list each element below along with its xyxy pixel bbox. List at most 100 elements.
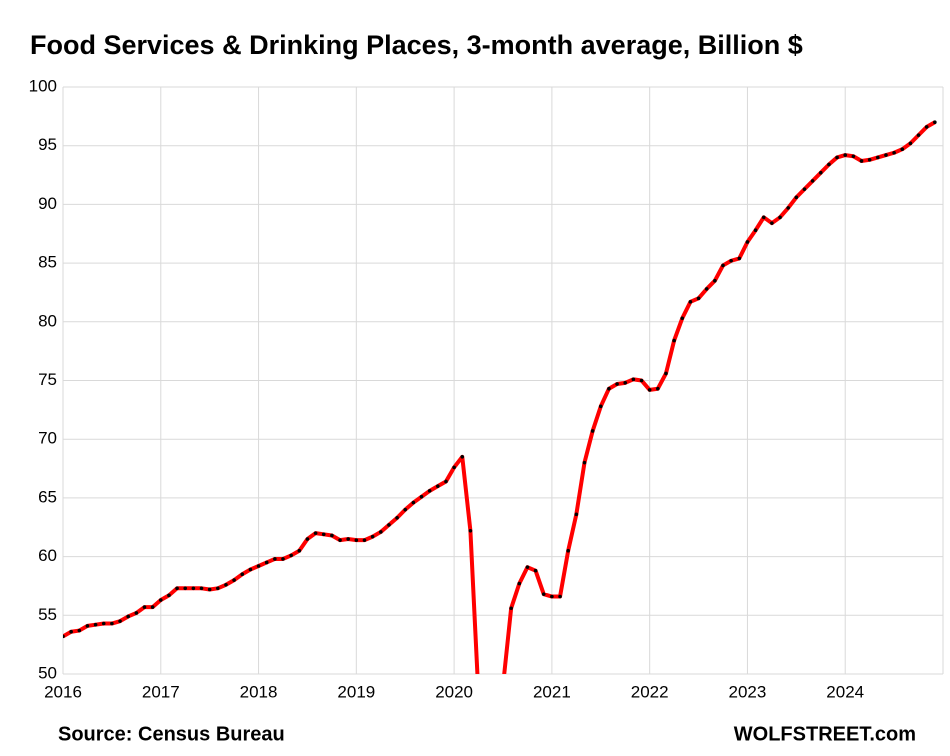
data-point [859, 159, 864, 163]
data-point [680, 316, 685, 321]
data-point [615, 382, 619, 386]
data-point [525, 565, 530, 569]
data-point [362, 538, 367, 542]
data-point [126, 614, 130, 619]
data-point [378, 530, 383, 534]
data-point [908, 141, 913, 146]
data-point [713, 278, 717, 283]
data-point [175, 586, 179, 591]
data-point [696, 296, 701, 301]
data-point [297, 548, 302, 553]
data-point [281, 557, 285, 561]
data-point [892, 150, 896, 155]
data-point [191, 586, 196, 591]
data-point [656, 386, 660, 391]
data-point [558, 594, 562, 599]
y-tick-label: 65 [38, 487, 57, 506]
data-point [395, 516, 399, 520]
data-point [721, 263, 725, 268]
data-point [851, 154, 856, 159]
data-point [843, 153, 848, 157]
data-point [737, 256, 742, 261]
data-point [216, 586, 220, 591]
data-point [63, 634, 65, 639]
data-point [69, 629, 73, 634]
data-point [387, 523, 391, 527]
data-point [533, 568, 538, 573]
y-tick-label: 100 [29, 76, 57, 95]
data-point [704, 287, 709, 291]
data-point [142, 605, 147, 609]
data-point [427, 489, 432, 493]
data-point [338, 538, 342, 542]
data-point [93, 622, 98, 627]
data-point [264, 560, 269, 565]
x-tick-label: 2018 [240, 682, 278, 701]
x-tick-label: 2017 [142, 682, 180, 701]
chart-title: Food Services & Drinking Places, 3-month… [30, 30, 803, 60]
data-point [158, 598, 163, 602]
data-point [916, 133, 921, 137]
y-tick-label: 60 [38, 546, 57, 565]
data-point [313, 531, 318, 535]
data-point [753, 228, 758, 233]
data-point [199, 586, 204, 591]
y-tick-label: 70 [38, 429, 57, 448]
data-point [183, 586, 188, 591]
data-point [289, 553, 293, 558]
x-tick-label: 2019 [337, 682, 375, 701]
data-point [884, 153, 888, 157]
data-point [346, 537, 350, 541]
data-point [509, 606, 513, 611]
data-point [256, 564, 261, 568]
data-point [411, 500, 416, 505]
data-point [134, 611, 139, 615]
data-point [477, 696, 481, 700]
x-tick-label: 2021 [533, 682, 571, 701]
data-point [110, 621, 114, 626]
data-point [810, 179, 815, 183]
data-point [273, 557, 277, 561]
data-point [778, 215, 782, 220]
credit: WOLFSTREET.com [734, 723, 916, 745]
data-point [330, 533, 334, 538]
data-point [933, 120, 937, 125]
data-point [835, 155, 839, 160]
data-point [101, 621, 106, 626]
data-point [150, 605, 155, 609]
data-point [436, 484, 440, 488]
data-point [786, 206, 790, 210]
data-point [582, 460, 587, 465]
y-tick-label: 50 [38, 663, 57, 682]
data-point [794, 195, 799, 200]
data-point [541, 592, 546, 596]
data-point [639, 378, 644, 383]
data-point [321, 532, 326, 537]
data-point [550, 594, 554, 599]
data-point [354, 538, 359, 542]
x-tick-label: 2022 [631, 682, 669, 701]
data-point [444, 479, 448, 484]
data-point [729, 258, 733, 263]
data-point [802, 187, 807, 191]
data-point [118, 619, 122, 623]
x-tick-label: 2020 [435, 682, 473, 701]
data-point [248, 567, 253, 572]
data-point [672, 338, 676, 343]
data-point [240, 572, 245, 577]
data-point [77, 628, 82, 633]
y-tick-label: 95 [38, 135, 57, 154]
data-point [460, 455, 465, 459]
data-point [566, 548, 570, 553]
data-point [419, 494, 424, 499]
source: Source: Census Bureau [58, 723, 285, 745]
data-point [85, 624, 90, 628]
data-point [403, 507, 408, 512]
data-point [232, 578, 236, 582]
data-point [688, 300, 693, 304]
data-point [607, 386, 611, 391]
data-point [745, 240, 750, 244]
data-point [818, 170, 823, 175]
y-tick-label: 85 [38, 253, 57, 272]
data-point [876, 155, 880, 160]
